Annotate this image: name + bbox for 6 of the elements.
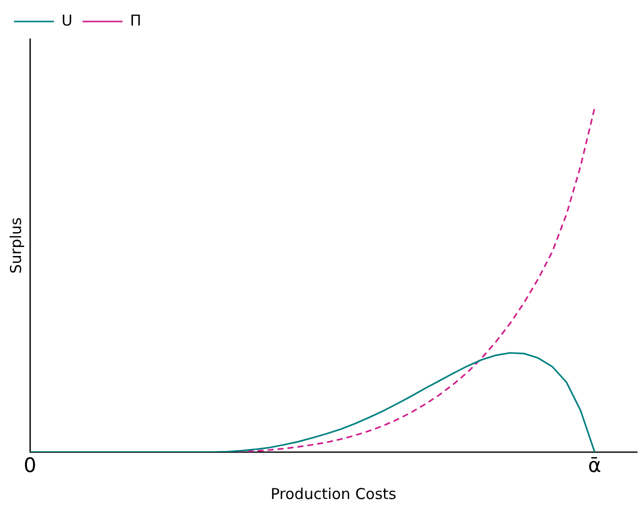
x-axis-title: Production Costs — [270, 484, 397, 503]
x-tick-label: 0 — [24, 453, 36, 478]
y-axis-title: Surplus — [6, 217, 25, 274]
x-tick-label: ᾱ — [588, 453, 602, 478]
legend-label: Π — [130, 11, 142, 30]
legend-label: U — [62, 11, 72, 30]
